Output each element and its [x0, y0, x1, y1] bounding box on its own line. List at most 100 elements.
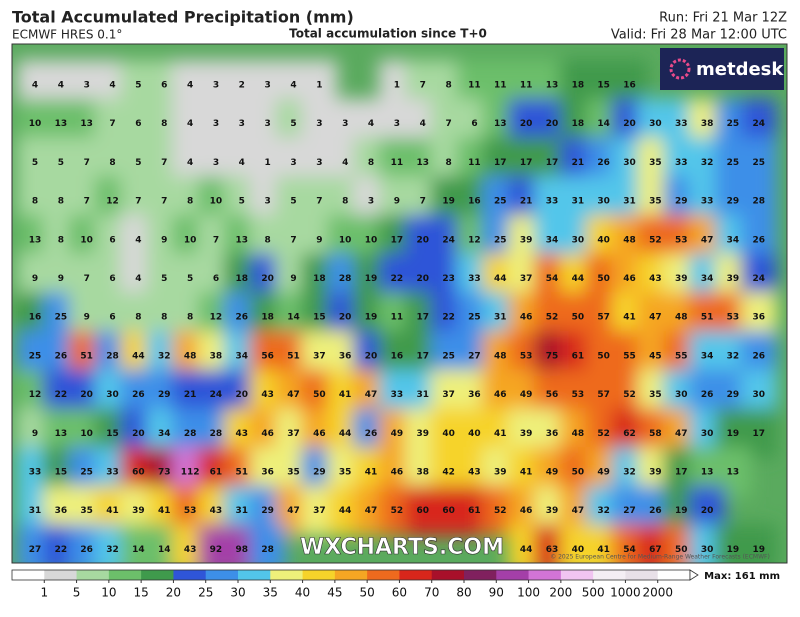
grid-value: 7 — [161, 197, 167, 207]
colorbar-label: 35 — [263, 586, 278, 600]
colorbar-segment — [399, 570, 433, 580]
grid-value: 21 — [184, 390, 197, 400]
grid-value: 40 — [572, 545, 585, 555]
colorbar-segment — [205, 570, 239, 580]
grid-value: 7 — [84, 274, 90, 284]
grid-value: 25 — [494, 235, 507, 245]
grid-value: 3 — [316, 158, 322, 168]
grid-value: 30 — [572, 235, 585, 245]
colorbar-label: 70 — [424, 586, 439, 600]
colorbar-label: 30 — [230, 586, 245, 600]
precip-field — [17, 60, 777, 563]
grid-value: 14 — [597, 119, 610, 129]
grid-value: 4 — [187, 81, 193, 91]
grid-value: 25 — [55, 313, 68, 323]
grid-value: 10 — [365, 235, 378, 245]
grid-value: 41 — [106, 506, 119, 516]
grid-value: 52 — [623, 390, 636, 400]
grid-value: 52 — [597, 429, 610, 439]
grid-value: 49 — [597, 468, 610, 478]
grid-value: 8 — [187, 313, 193, 323]
grid-value: 35 — [649, 197, 662, 207]
precip-cell — [249, 524, 286, 563]
grid-value: 36 — [546, 429, 559, 439]
grid-value: 3 — [213, 81, 219, 91]
colorbar-label: 15 — [134, 586, 149, 600]
grid-value: 46 — [520, 313, 533, 323]
grid-value: 28 — [261, 545, 274, 555]
grid-value: 44 — [494, 274, 507, 284]
grid-value: 8 — [342, 197, 348, 207]
grid-value: 41 — [597, 545, 610, 555]
grid-value: 33 — [468, 274, 481, 284]
grid-value: 32 — [727, 351, 740, 361]
grid-value: 36 — [261, 468, 274, 478]
grid-value: 57 — [597, 313, 610, 323]
grid-value: 4 — [58, 81, 64, 91]
grid-value: 7 — [420, 81, 426, 91]
grid-value: 19 — [753, 545, 766, 555]
logo-icon — [669, 58, 691, 80]
grid-value: 4 — [290, 81, 296, 91]
grid-value: 61 — [468, 506, 481, 516]
grid-value: 39 — [494, 468, 507, 478]
grid-value: 3 — [213, 158, 219, 168]
grid-value: 44 — [520, 545, 533, 555]
grid-value: 8 — [161, 313, 167, 323]
colorbar-segment — [657, 570, 691, 580]
grid-value: 48 — [675, 313, 688, 323]
colorbar-segment — [173, 570, 207, 580]
grid-value: 34 — [158, 429, 171, 439]
colorbar-label: 25 — [198, 586, 213, 600]
grid-value: 39 — [520, 429, 533, 439]
grid-value: 17 — [416, 313, 429, 323]
grid-value: 5 — [187, 274, 193, 284]
grid-value: 5 — [290, 197, 296, 207]
colorbar-label: 500 — [582, 586, 605, 600]
grid-value: 48 — [494, 351, 507, 361]
grid-value: 46 — [391, 468, 404, 478]
grid-value: 16 — [623, 81, 636, 91]
grid-value: 39 — [520, 235, 533, 245]
grid-value: 53 — [727, 313, 740, 323]
grid-value: 36 — [753, 313, 766, 323]
grid-value: 4 — [420, 119, 426, 129]
grid-value: 28 — [753, 197, 766, 207]
grid-value: 60 — [132, 468, 145, 478]
grid-value: 1 — [394, 81, 400, 91]
grid-value: 8 — [32, 197, 38, 207]
grid-value: 8 — [445, 81, 451, 91]
grid-value: 23 — [442, 274, 455, 284]
colorbar-segment — [108, 570, 142, 580]
grid-value: 51 — [287, 351, 300, 361]
grid-value: 19 — [727, 429, 740, 439]
colorbar-label: 20 — [166, 586, 181, 600]
grid-value: 30 — [597, 197, 610, 207]
grid-value: 7 — [316, 197, 322, 207]
grid-value: 3 — [265, 119, 271, 129]
grid-value: 17 — [520, 158, 533, 168]
grid-value: 25 — [80, 468, 93, 478]
grid-value: 43 — [649, 274, 662, 284]
grid-value: 50 — [313, 390, 326, 400]
grid-value: 31 — [623, 197, 636, 207]
colorbar-segment — [12, 570, 45, 580]
grid-value: 32 — [158, 351, 171, 361]
grid-value: 41 — [520, 468, 533, 478]
grid-value: 20 — [236, 390, 249, 400]
grid-value: 9 — [161, 235, 167, 245]
grid-value: 15 — [106, 429, 119, 439]
grid-value: 19 — [442, 197, 455, 207]
grid-value: 2 — [239, 81, 245, 91]
colorbar-label: 1 — [40, 586, 48, 600]
grid-value: 18 — [236, 274, 249, 284]
grid-value: 30 — [623, 158, 636, 168]
colorbar-label: 60 — [392, 586, 407, 600]
grid-value: 47 — [675, 429, 688, 439]
grid-value: 36 — [55, 506, 68, 516]
grid-value: 61 — [210, 468, 223, 478]
colorbar-label: 200 — [549, 586, 572, 600]
grid-value: 52 — [391, 506, 404, 516]
grid-value: 13 — [546, 81, 559, 91]
valid-time: Valid: Fri 28 Mar 12:00 UTC — [611, 28, 787, 43]
